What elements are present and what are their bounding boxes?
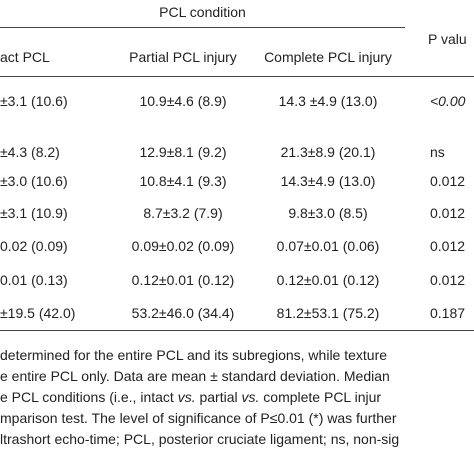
cell: 0.012 <box>430 173 466 189</box>
rule <box>0 27 405 28</box>
footnote-line: e PCL conditions (i.e., intact vs. parti… <box>0 389 381 405</box>
cell: 8.7±3.2 (7.9) <box>143 205 223 221</box>
footnote-text: e entire PCL only. Data are mean ± stand… <box>0 368 390 384</box>
cell: 12.9±8.1 (9.2) <box>139 144 227 160</box>
cell: ns <box>430 144 445 160</box>
cell: 10.8±4.1 (9.3) <box>139 173 227 189</box>
footnote-text: determined for the entire PCL and its su… <box>0 347 388 363</box>
cell: 0.02 (0.09) <box>0 238 68 254</box>
cell: 0.187 <box>430 305 466 321</box>
cell: 53.2±46.0 (34.4) <box>131 305 235 321</box>
cell: 14.3 ±4.9 (13.0) <box>278 93 378 109</box>
cell: 0.012 <box>430 205 466 221</box>
cell: 0.01 (0.13) <box>0 272 68 288</box>
cell: 14.3±4.9 (13.0) <box>280 173 376 189</box>
cell: 0.12±0.01 (0.12) <box>131 272 235 288</box>
footnote-text: vs. <box>177 389 196 405</box>
cell: ±3.0 (10.6) <box>0 173 68 189</box>
footnote-text: complete PCL injur <box>259 389 382 405</box>
rule <box>0 330 474 331</box>
cell: ±19.5 (42.0) <box>0 305 76 321</box>
footnote-text: vs. <box>241 389 260 405</box>
cell: ±4.3 (8.2) <box>0 144 60 160</box>
footnote-line: ltrashort echo-time; PCL, posterior cruc… <box>0 431 399 447</box>
cell: 0.012 <box>430 272 466 288</box>
cell: 0.09±0.02 (0.09) <box>131 238 235 254</box>
cell: <0.00 <box>430 93 466 109</box>
footnote-text: ltrashort echo-time; PCL, posterior cruc… <box>0 431 400 447</box>
column-header: act PCL <box>0 49 50 65</box>
footnote-line: determined for the entire PCL and its su… <box>0 347 387 363</box>
group-header: PCL condition <box>159 4 246 20</box>
cell: 0.07±0.01 (0.06) <box>276 238 380 254</box>
column-header: Complete PCL injury <box>264 49 392 65</box>
cell: 0.12±0.01 (0.12) <box>276 272 380 288</box>
cell: 10.9±4.6 (8.9) <box>139 93 227 109</box>
cell: ±3.1 (10.6) <box>0 93 68 109</box>
cell: 81.2±53.1 (75.2) <box>276 305 380 321</box>
footnote-text: mparison test. The level of significance… <box>0 410 397 426</box>
rule <box>0 76 474 77</box>
footnote-text: partial <box>195 389 242 405</box>
footnote-line: e entire PCL only. Data are mean ± stand… <box>0 368 390 384</box>
cell: 0.012 <box>430 238 466 254</box>
column-header: Partial PCL injury <box>129 49 237 65</box>
footnote-text: e PCL conditions (i.e., intact <box>0 389 178 405</box>
cell: ±3.1 (10.9) <box>0 205 68 221</box>
p-header: P valu <box>428 31 467 47</box>
footnote-line: mparison test. The level of significance… <box>0 410 397 426</box>
cell: 21.3±8.9 (20.1) <box>280 144 376 160</box>
cell: 9.8±3.0 (8.5) <box>288 205 368 221</box>
